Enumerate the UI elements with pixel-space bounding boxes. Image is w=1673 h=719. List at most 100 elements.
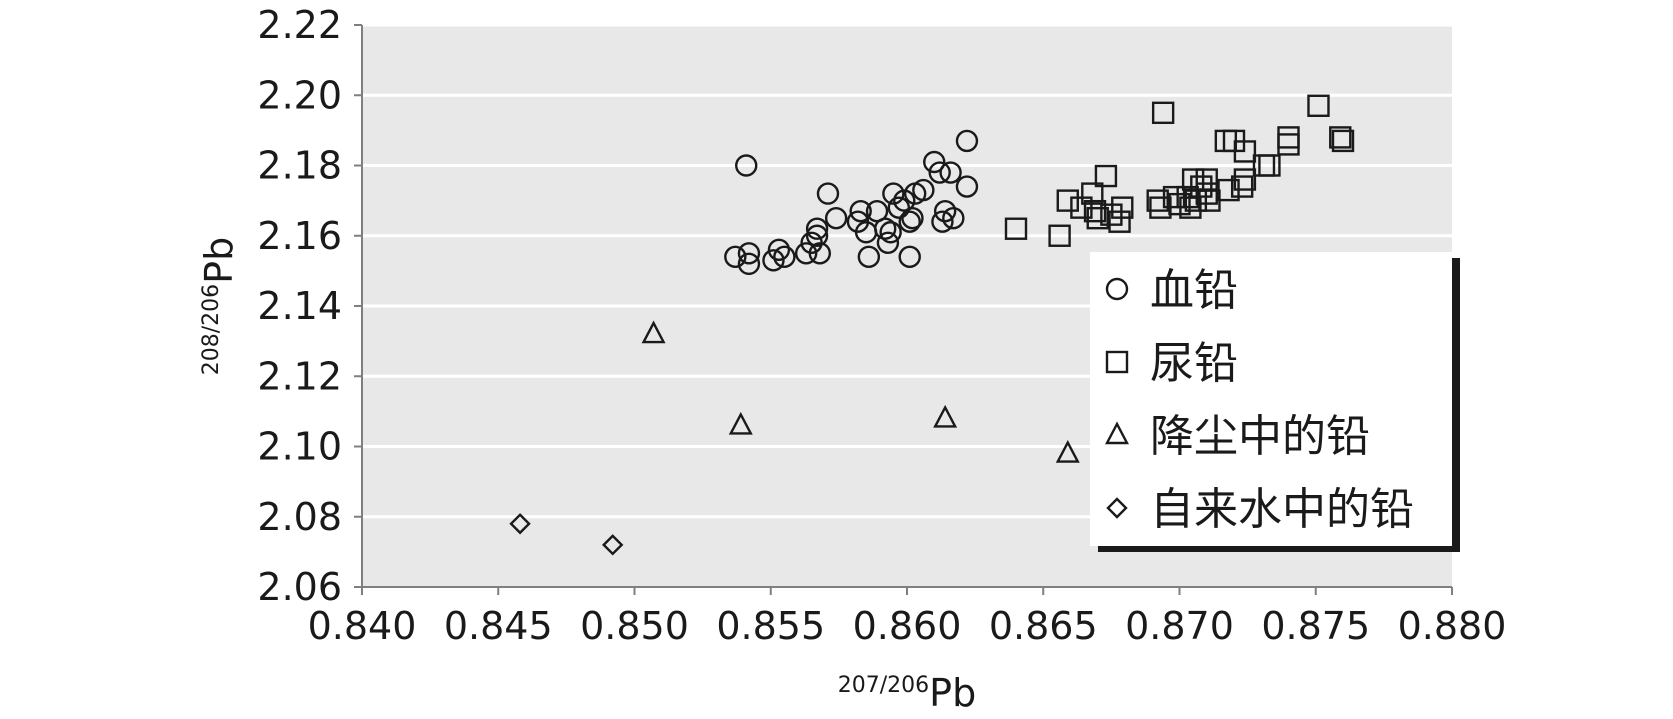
y-tick-label: 2.22 bbox=[257, 3, 342, 47]
x-tick-label: 0.865 bbox=[989, 604, 1098, 648]
data-point-square bbox=[1083, 199, 1107, 223]
data-point-circle bbox=[955, 129, 979, 153]
data-point-square bbox=[1230, 175, 1254, 198]
data-point-circle bbox=[824, 206, 848, 230]
data-point-triangle bbox=[933, 404, 958, 428]
data-point-square bbox=[1329, 126, 1352, 149]
data-point-square bbox=[1190, 175, 1213, 198]
x-tick-label: 0.855 bbox=[716, 604, 825, 648]
data-point-square bbox=[1094, 164, 1118, 188]
data-point-circle bbox=[762, 249, 785, 272]
data-point-square bbox=[1307, 94, 1330, 117]
data-point-circle bbox=[939, 161, 962, 184]
data-points bbox=[509, 94, 1355, 556]
x-axis-title-sup: 207/206 bbox=[838, 673, 929, 698]
y-tick-labels: 2.06 2.08 2.10 2.12 2.14 2.16 2.18 2.20 2.22 bbox=[257, 3, 342, 609]
data-point-circle bbox=[942, 206, 965, 230]
data-point-circle bbox=[808, 242, 831, 265]
data-point-square bbox=[1233, 140, 1257, 163]
y-tick-label: 2.16 bbox=[257, 214, 342, 258]
data-point-square bbox=[1056, 189, 1079, 212]
data-point-square bbox=[1258, 154, 1281, 177]
data-point-circle bbox=[874, 217, 897, 240]
data-point-circle bbox=[773, 245, 796, 269]
data-point-diamond bbox=[509, 513, 531, 535]
y-tick-label: 2.14 bbox=[257, 284, 342, 328]
x-tick-label: 0.840 bbox=[308, 604, 417, 648]
data-point-square bbox=[1111, 196, 1134, 219]
legend-label: 降尘中的铅 bbox=[1150, 411, 1370, 462]
x-tick-label: 0.850 bbox=[580, 604, 689, 648]
y-tick-label: 2.20 bbox=[257, 73, 342, 117]
series-circle bbox=[724, 129, 979, 276]
series-diamond bbox=[509, 513, 624, 556]
axes bbox=[354, 24, 1453, 595]
data-point-circle bbox=[735, 154, 758, 177]
data-point-circle bbox=[928, 161, 951, 184]
data-point-circle bbox=[805, 217, 829, 240]
data-point-circle bbox=[933, 199, 957, 223]
gridlines bbox=[362, 23, 1452, 519]
data-point-square bbox=[1146, 189, 1169, 212]
data-point-circle bbox=[882, 182, 905, 205]
x-tick-label: 0.845 bbox=[444, 604, 553, 648]
data-point-circle bbox=[923, 150, 946, 174]
series-triangle bbox=[641, 320, 1080, 463]
data-point-square bbox=[1048, 224, 1071, 247]
data-point-circle bbox=[901, 206, 924, 230]
legend-label: 尿铅 bbox=[1150, 338, 1238, 389]
data-point-diamond bbox=[602, 534, 624, 556]
data-point-circle bbox=[931, 210, 954, 233]
data-point-circle bbox=[879, 221, 902, 244]
data-point-square bbox=[1081, 182, 1104, 205]
legend-label: 血铅 bbox=[1150, 265, 1238, 316]
data-point-circle bbox=[898, 245, 921, 269]
data-point-circle bbox=[794, 242, 818, 265]
series-square bbox=[1004, 94, 1355, 247]
y-axis-title-sup: 208/206 bbox=[199, 284, 224, 375]
x-axis-title-main: Pb bbox=[929, 671, 976, 715]
legend-marker-diamond bbox=[1106, 497, 1128, 519]
y-tick-label: 2.12 bbox=[257, 354, 342, 398]
legend-marker-circle bbox=[1105, 277, 1129, 301]
data-point-circle bbox=[849, 199, 872, 223]
data-point-circle bbox=[724, 245, 747, 269]
data-point-circle bbox=[898, 210, 921, 233]
data-point-square bbox=[1331, 129, 1355, 153]
legend-box bbox=[1090, 252, 1452, 546]
data-point-triangle bbox=[1055, 439, 1080, 463]
x-tick-label: 0.860 bbox=[853, 604, 962, 648]
data-point-square bbox=[1108, 210, 1131, 233]
data-point-circle bbox=[876, 231, 900, 254]
data-point-square bbox=[1004, 217, 1028, 240]
data-point-triangle bbox=[641, 320, 666, 344]
y-axis-title-main: Pb bbox=[197, 237, 241, 284]
data-point-circle bbox=[737, 252, 761, 276]
data-point-circle bbox=[955, 175, 979, 198]
x-tick-label: 0.875 bbox=[1261, 604, 1370, 648]
legend-marker-triangle bbox=[1105, 421, 1129, 445]
y-tick-label: 2.08 bbox=[257, 495, 342, 539]
data-point-circle bbox=[737, 242, 761, 265]
legend-label: 自来水中的铅 bbox=[1150, 484, 1414, 535]
x-axis-title: 207/206Pb bbox=[838, 671, 976, 715]
x-tick-labels: 0.840 0.845 0.850 0.855 0.860 0.865 0.870 0.875… bbox=[308, 604, 1507, 648]
data-point-circle bbox=[805, 224, 829, 247]
y-tick-label: 2.06 bbox=[257, 565, 342, 609]
data-point-circle bbox=[816, 182, 840, 205]
data-point-square bbox=[1195, 182, 1218, 205]
x-tick-label: 0.880 bbox=[1398, 604, 1507, 648]
data-point-circle bbox=[857, 245, 881, 269]
data-point-square bbox=[1086, 206, 1109, 230]
y-tick-label: 2.10 bbox=[257, 425, 342, 469]
y-axis-title: 208/206Pb bbox=[197, 237, 241, 375]
data-point-square bbox=[1151, 101, 1175, 125]
data-point-circle bbox=[912, 178, 935, 202]
data-point-square bbox=[1233, 168, 1257, 191]
data-point-square bbox=[1277, 126, 1300, 149]
legend-marker-square bbox=[1105, 350, 1129, 374]
data-point-circle bbox=[767, 238, 791, 262]
